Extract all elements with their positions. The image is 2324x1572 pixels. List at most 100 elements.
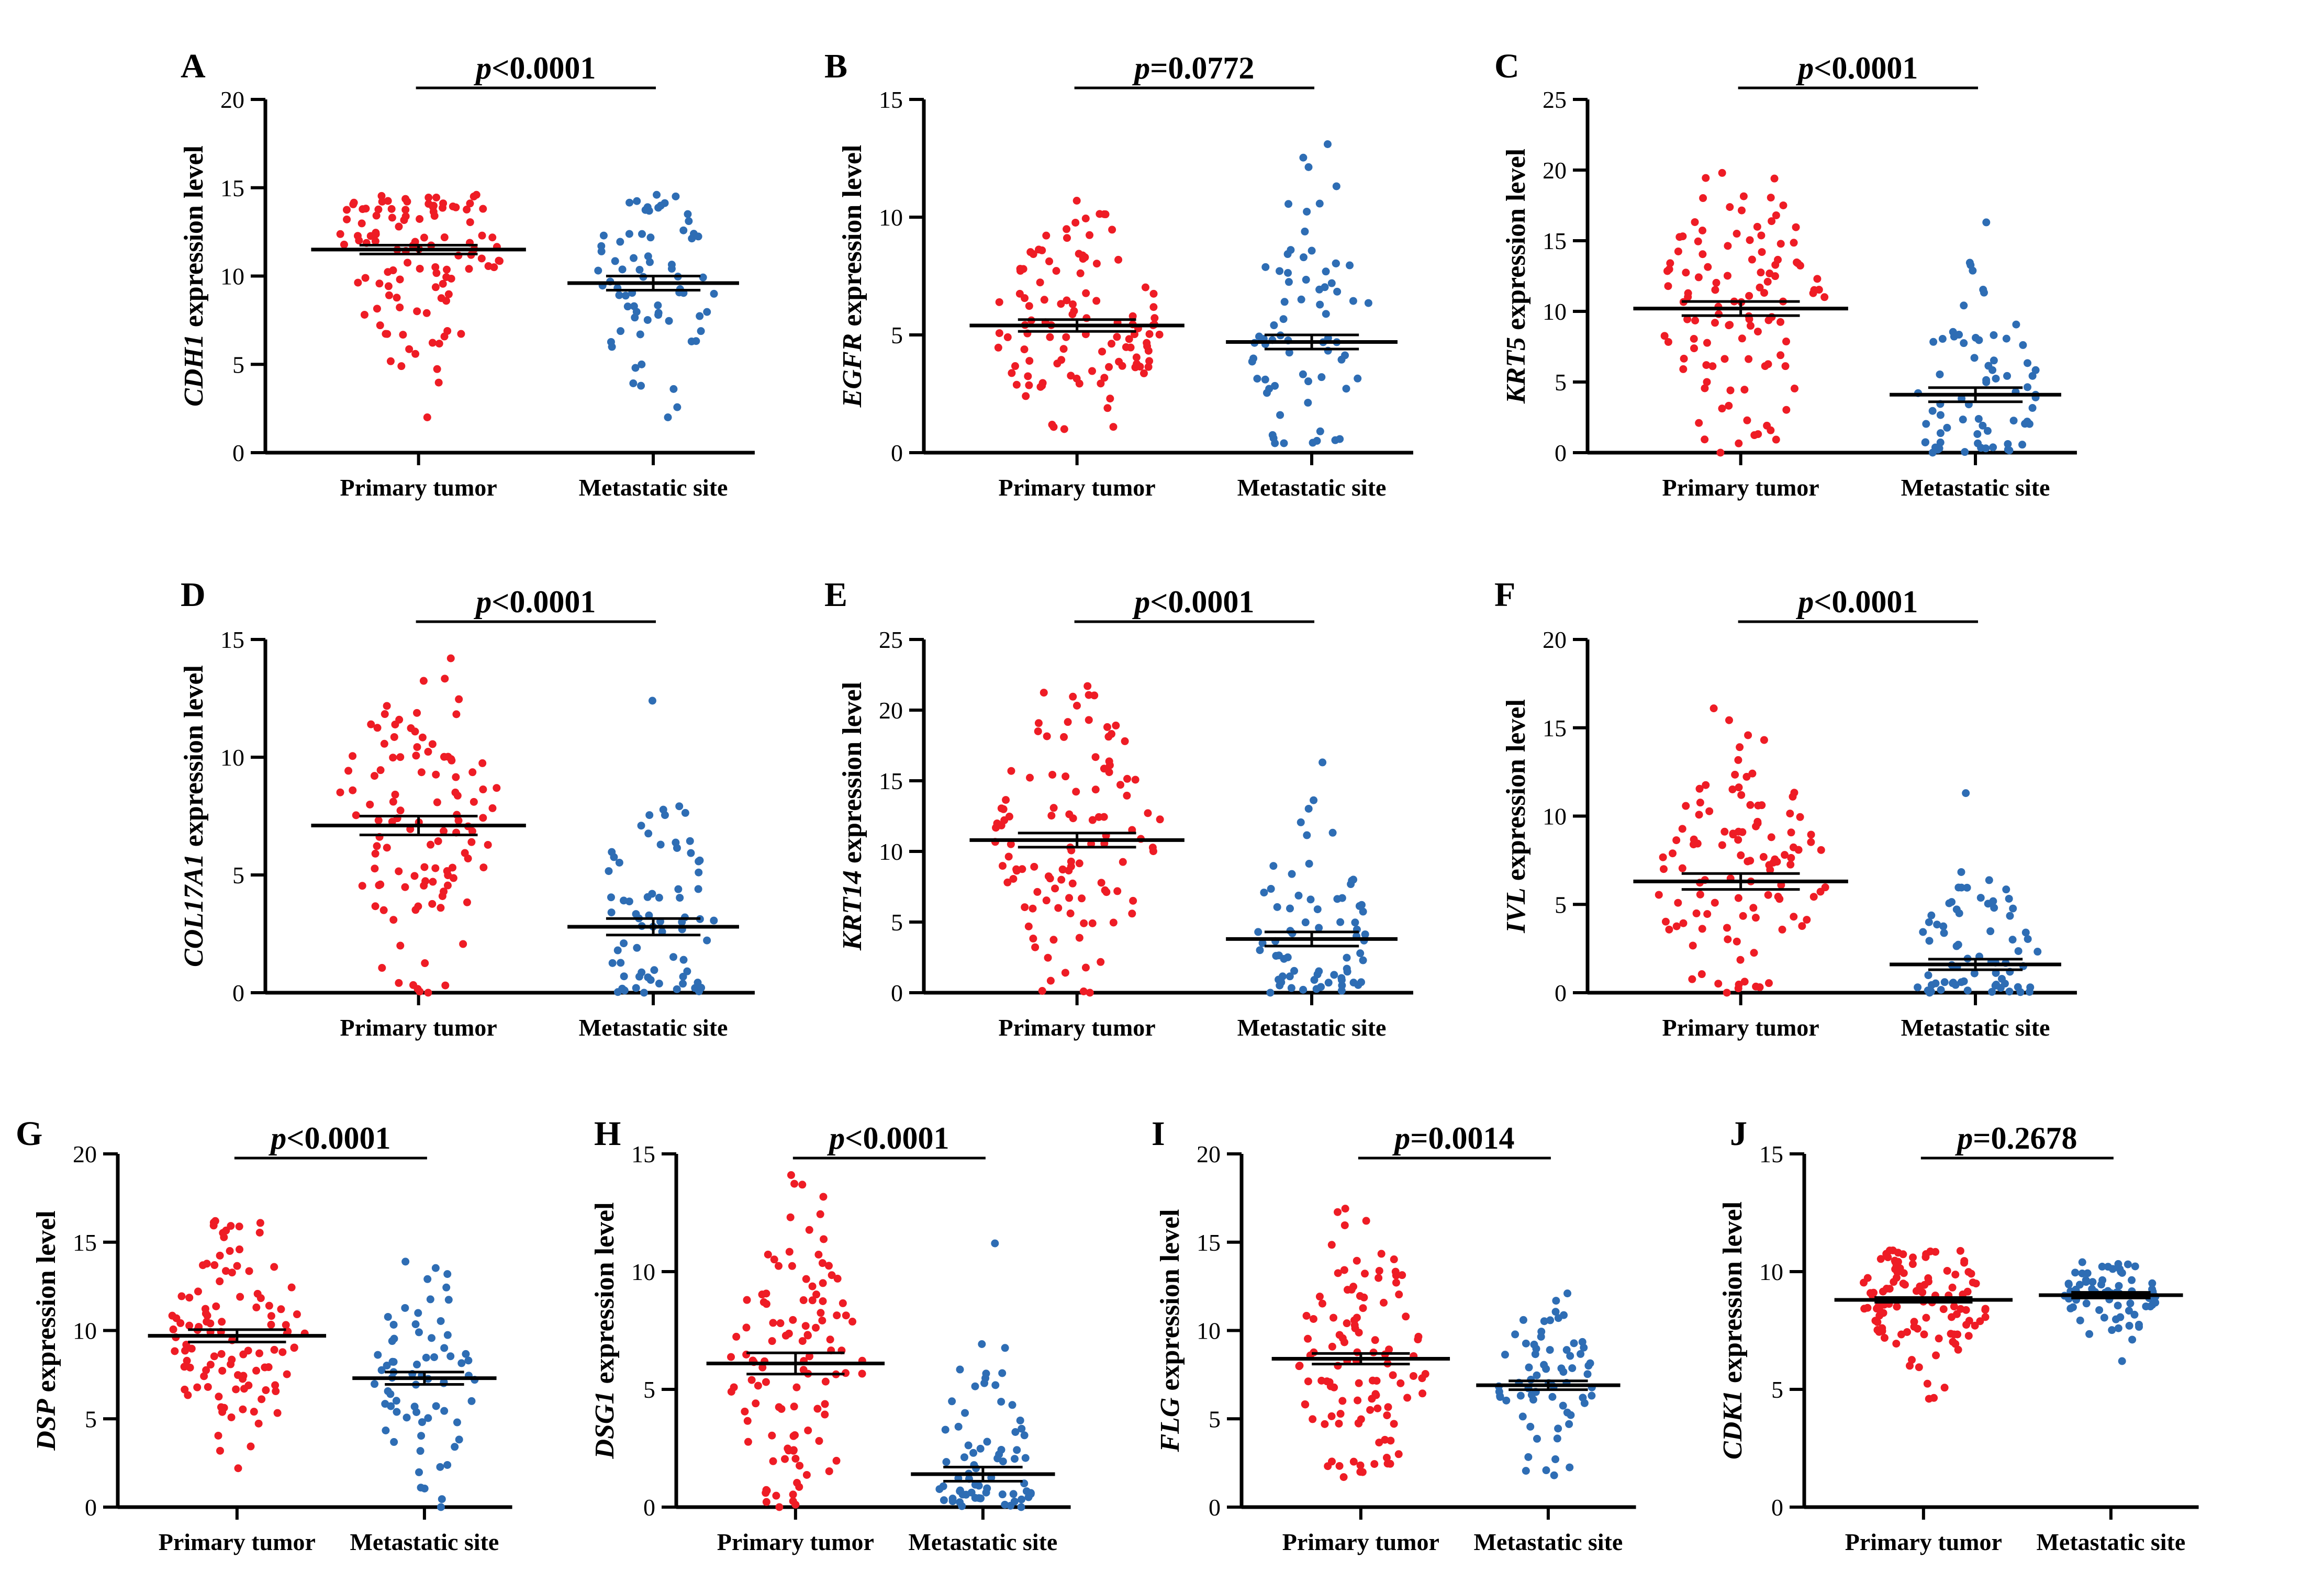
data-point: [1057, 300, 1065, 308]
data-point: [1660, 332, 1669, 340]
data-point: [1040, 689, 1048, 697]
data-point: [1098, 347, 1107, 356]
data-point: [218, 1318, 226, 1326]
data-point: [452, 710, 461, 718]
data-point: [828, 1271, 836, 1279]
data-point: [1529, 1396, 1537, 1404]
data-point: [389, 1320, 398, 1329]
data-point: [1689, 840, 1697, 849]
y-tick-label: 0: [643, 1494, 655, 1521]
data-point: [1803, 916, 1811, 924]
data-point: [424, 194, 433, 202]
data-point: [1542, 1466, 1550, 1475]
data-point: [440, 233, 449, 242]
data-point: [1920, 1281, 1929, 1289]
y-axis-gene: EGFR: [837, 333, 867, 408]
data-point: [607, 908, 616, 917]
y-tick-label: 15: [73, 1229, 97, 1256]
data-point: [478, 231, 486, 240]
data-point: [1389, 1371, 1397, 1379]
data-point: [1922, 420, 1930, 428]
data-point: [1280, 955, 1288, 963]
data-point: [1008, 1401, 1016, 1409]
data-point: [762, 1300, 770, 1308]
data-point: [1340, 1266, 1348, 1274]
data-point: [1005, 812, 1013, 821]
data-point: [998, 1490, 1007, 1499]
data-point: [818, 1259, 826, 1267]
p-value-symbol: p: [1392, 1121, 1410, 1155]
data-point: [193, 1383, 202, 1391]
category-label: Metastatic site: [908, 1529, 1057, 1555]
data-point: [255, 1349, 264, 1357]
data-point: [361, 274, 370, 282]
data-point: [1054, 904, 1063, 912]
data-point: [214, 1431, 222, 1440]
data-point: [819, 1193, 828, 1201]
data-point: [429, 878, 437, 886]
data-point: [1383, 1459, 1392, 1468]
data-point: [1069, 692, 1077, 701]
data-point: [181, 1346, 189, 1355]
data-point: [995, 298, 1003, 306]
data-point: [1885, 1285, 1894, 1293]
data-point: [490, 263, 498, 272]
data-point: [282, 1321, 290, 1329]
data-point: [1577, 1350, 1585, 1358]
data-point: [342, 206, 351, 214]
series-primary: [727, 1171, 866, 1511]
data-point: [218, 1408, 227, 1416]
data-point: [2114, 1301, 2122, 1310]
data-point: [1768, 313, 1776, 321]
data-point: [978, 1340, 986, 1349]
data-point: [1088, 367, 1097, 375]
data-point: [1301, 1400, 1309, 1408]
data-point: [1745, 315, 1753, 323]
data-point: [599, 231, 608, 240]
data-point: [982, 1369, 990, 1378]
data-point: [467, 1397, 476, 1405]
data-point: [730, 1383, 738, 1391]
data-point: [1360, 1293, 1368, 1301]
data-point: [1330, 971, 1338, 979]
data-point: [1919, 928, 1927, 936]
y-axis-suffix: expression level: [1501, 699, 1531, 888]
data-point: [1020, 345, 1029, 354]
data-point: [1950, 332, 1958, 341]
data-point: [1809, 289, 1817, 297]
data-point: [1753, 222, 1761, 231]
data-point: [1253, 375, 1261, 383]
data-point: [1976, 1317, 1984, 1326]
data-point: [1684, 293, 1692, 301]
data-point: [1044, 872, 1053, 881]
data-point: [390, 733, 398, 741]
data-point: [430, 1353, 439, 1361]
panel-i: I 0 5 10 15 20 Primary tumor Metastatic site FLG…: [1152, 1115, 1636, 1555]
data-point: [1018, 1424, 1026, 1433]
data-point: [1018, 1495, 1026, 1503]
data-point: [825, 1467, 833, 1475]
data-point: [1290, 967, 1299, 975]
data-point: [1923, 1379, 1931, 1388]
data-point: [1726, 203, 1734, 211]
data-point: [1745, 291, 1753, 300]
data-point: [1149, 303, 1158, 311]
data-point: [1112, 721, 1120, 729]
data-point: [1764, 360, 1772, 368]
data-point: [1964, 1268, 1973, 1276]
data-point: [376, 766, 385, 774]
data-point: [1960, 301, 1968, 310]
y-tick-label: 10: [73, 1318, 97, 1344]
data-point: [1703, 339, 1711, 347]
data-point: [2151, 1298, 2160, 1307]
data-point: [1103, 723, 1111, 731]
data-point: [2004, 440, 2012, 448]
data-point: [655, 893, 663, 902]
data-point: [203, 1260, 211, 1268]
data-point: [1716, 448, 1725, 457]
data-point: [620, 896, 628, 905]
data-point: [1299, 985, 1308, 994]
data-point: [1790, 913, 1798, 921]
data-point: [1710, 704, 1718, 713]
data-point: [180, 1363, 188, 1371]
